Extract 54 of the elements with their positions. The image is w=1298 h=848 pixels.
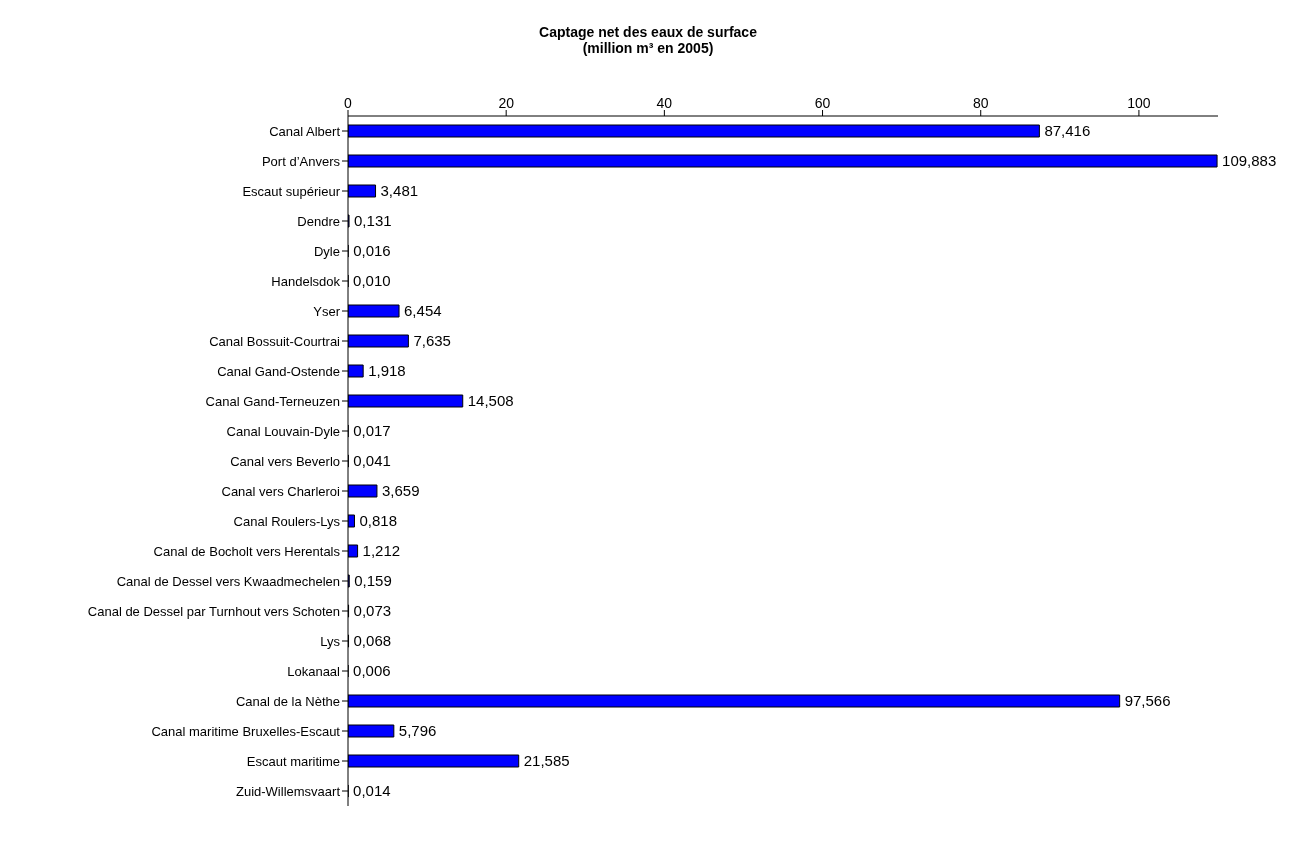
data-label: 21,585 — [523, 752, 570, 770]
y-tick-label: Dendre — [297, 213, 340, 229]
data-label: 7,635 — [413, 332, 451, 350]
y-tick-label: Escaut maritime — [246, 753, 340, 769]
data-label: 5,796 — [398, 722, 437, 740]
data-label: 0,131 — [354, 212, 392, 230]
y-tick-label: Canal maritime Bruxelles-Escaut — [151, 723, 341, 739]
y-tick-label: Canal Roulers-Lys — [233, 513, 341, 529]
data-label: 1,212 — [362, 542, 401, 560]
data-label: 0,016 — [353, 242, 391, 260]
data-label: 87,416 — [1044, 122, 1091, 140]
y-tick-label: Dyle — [313, 243, 340, 259]
y-tick-label: Canal de Dessel vers Kwaadmechelen — [116, 573, 340, 589]
data-label: 0,017 — [353, 422, 391, 440]
data-label: 0,041 — [353, 452, 391, 470]
x-tick-label: 0 — [344, 95, 353, 111]
data-label: 14,508 — [467, 392, 514, 410]
y-tick-label: Canal Gand-Terneuzen — [205, 393, 340, 409]
y-tick-label: Canal vers Beverlo — [230, 453, 340, 469]
data-label: 3,481 — [380, 182, 419, 200]
data-label: 0,006 — [353, 662, 391, 680]
y-tick-label: Port d’Anvers — [261, 153, 341, 169]
y-tick-label: Lokanaal — [287, 663, 341, 679]
y-tick-label: Canal de la Nèthe — [235, 693, 340, 709]
y-tick-label: Yser — [313, 303, 341, 319]
x-tick-label: 20 — [498, 95, 515, 111]
x-tick-label: 100 — [1127, 95, 1151, 111]
y-tick-label: Canal Louvain-Dyle — [226, 423, 340, 439]
y-tick-label: Canal de Bocholt vers Herentals — [153, 543, 341, 559]
y-tick-label: Zuid-Willemsvaart — [235, 783, 341, 799]
y-tick-label: Lys — [320, 633, 341, 649]
data-label: 97,566 — [1124, 692, 1171, 710]
y-tick-label: Canal Gand-Ostende — [217, 363, 340, 379]
y-tick-label: Canal Albert — [269, 123, 341, 139]
y-tick-label: Escaut supérieur — [242, 183, 341, 199]
data-label: 6,454 — [404, 302, 442, 320]
y-tick-label: Canal de Dessel par Turnhout vers Schoten — [87, 603, 340, 619]
data-label: 0,818 — [359, 512, 398, 530]
data-label: 109,883 — [1222, 152, 1277, 170]
x-tick-label: 80 — [972, 95, 989, 111]
y-tick-label: Handelsdok — [271, 273, 341, 289]
data-label: 0,159 — [354, 572, 392, 590]
chart-subtitle: (million m³ en 2005) — [581, 40, 715, 56]
chart-title: Captage net des eaux de surface — [538, 24, 758, 40]
x-tick-label: 40 — [656, 95, 673, 111]
data-label: 0,073 — [353, 602, 392, 620]
x-tick-label: 60 — [814, 95, 831, 111]
y-tick-label: Canal vers Charleroi — [221, 483, 341, 499]
data-label: 0,068 — [353, 632, 392, 650]
y-tick-label: Canal Bossuit-Courtrai — [209, 333, 341, 349]
data-label: 3,659 — [381, 482, 420, 500]
data-label: 0,014 — [353, 782, 391, 800]
data-label: 0,010 — [353, 272, 391, 290]
data-label: 1,918 — [368, 362, 406, 380]
